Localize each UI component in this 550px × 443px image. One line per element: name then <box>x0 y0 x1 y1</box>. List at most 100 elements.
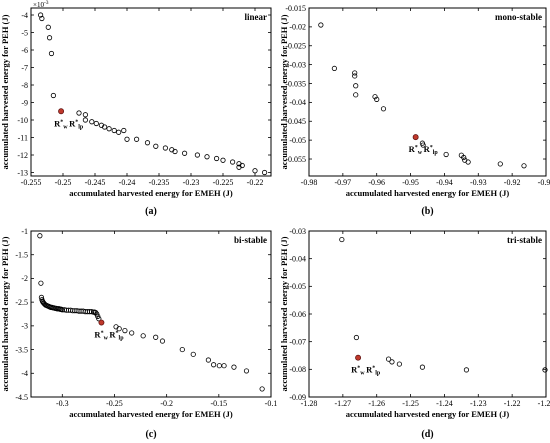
data-point <box>39 15 45 22</box>
x-tick-label: -0.245 <box>85 178 106 187</box>
y-tick-label: -0.05 <box>289 282 306 291</box>
y-tick-label: -1 <box>21 227 28 236</box>
y-tick-label: -4.5 <box>15 393 28 402</box>
y-tick-label: -0.03 <box>289 227 306 236</box>
y-tick-label: -0.07 <box>289 337 306 346</box>
x-tick-label: -1.27 <box>335 399 352 408</box>
data-point <box>94 311 100 317</box>
y-tick-label: -5 <box>21 28 28 37</box>
data-point <box>521 163 527 169</box>
data-point <box>204 154 210 160</box>
data-point <box>179 346 185 353</box>
y-axis-label: accumulated harvested energy for PEH (J) <box>0 236 10 391</box>
y-tick-label: -12 <box>17 151 28 160</box>
y-tick-label: -0.04 <box>289 254 306 263</box>
data-point <box>182 150 188 156</box>
data-point <box>463 367 470 373</box>
plot-frame <box>30 7 272 177</box>
x-tick-label: -0.235 <box>149 178 170 187</box>
data-point <box>243 368 250 374</box>
data-point <box>542 367 548 373</box>
x-tick-label: -0.15 <box>210 399 227 408</box>
data-point <box>162 145 168 151</box>
data-point <box>153 143 159 149</box>
data-point <box>231 364 237 370</box>
x-tick-label: -0.1 <box>265 399 278 408</box>
x-tick-label: -0.22 <box>247 178 264 187</box>
x-tick-label: -0.3 <box>56 399 69 408</box>
data-point <box>50 92 57 99</box>
y-tick-label: -8 <box>21 81 28 90</box>
panel-title: mono-stable <box>495 12 542 22</box>
y-tick-label: -0.09 <box>289 393 306 402</box>
data-point <box>93 120 99 127</box>
data-point <box>124 136 130 142</box>
data-point <box>353 83 359 89</box>
y-tick-label: -13 <box>17 168 28 177</box>
y-multiplier-label: ×10-3 <box>33 0 49 9</box>
y-axis-label: accumulated harvested energy for PEH (J) <box>0 14 10 169</box>
x-tick-label: -0.94 <box>436 178 453 187</box>
highlight-point <box>98 319 105 326</box>
x-tick-label: -0.225 <box>213 178 234 187</box>
x-axis-label: accumulated harvested energy for EMEH (J… <box>69 188 233 198</box>
y-tick-label: -0.02 <box>289 23 306 32</box>
data-point <box>194 152 200 158</box>
chart-panel-1: -0.255 -0.25 -0.245 -0.24 -0.235 -0.23 -0.225 -… <box>0 0 272 217</box>
y-tick-label: -4 <box>21 11 28 20</box>
data-point <box>129 330 135 336</box>
x-tick-label: -1.21 <box>538 399 550 408</box>
y-axis-label: accumulated harvested energy for PEH (J) <box>279 14 289 169</box>
data-point <box>465 159 471 165</box>
data-point <box>37 12 44 18</box>
chart-panel-3: -0.3 -0.25 -0.2 -0.15 -0.1 -1 -1.5 -2 -2.5 -3 -3.5… <box>0 227 277 440</box>
data-point <box>96 316 102 322</box>
data-point <box>216 363 222 369</box>
data-point <box>419 364 426 370</box>
y-tick-label: -3.5 <box>15 345 28 354</box>
x-axis-label: accumulated harvested energy for EMEH (J… <box>346 188 510 198</box>
data-point <box>102 124 108 130</box>
data-point <box>380 106 387 112</box>
panel-label: (b) <box>421 206 433 217</box>
x-tick-label: -0.95 <box>402 178 419 187</box>
data-point <box>461 154 467 161</box>
highlight-point <box>355 354 362 361</box>
y-tick-label: -0.025 <box>285 42 306 51</box>
x-tick-label: -0.2 <box>160 399 173 408</box>
data-point <box>221 363 227 369</box>
data-point <box>116 129 122 135</box>
y-tick-label: -7 <box>21 63 28 72</box>
panel-label: (d) <box>421 429 433 440</box>
data-point <box>38 280 44 286</box>
y-tick-label: -4 <box>21 369 28 378</box>
chart-panel-4: -1.28 -1.27 -1.26 -1.25 -1.24 -1.23 -1.22 -1.21… <box>279 227 550 440</box>
data-point <box>214 155 220 162</box>
data-point <box>353 92 359 98</box>
data-point <box>205 357 211 363</box>
data-point <box>106 126 112 132</box>
data-point <box>352 73 358 79</box>
data-point <box>76 110 82 116</box>
plot-frame <box>308 7 547 177</box>
data-point <box>220 157 226 163</box>
highlight-point <box>58 108 65 115</box>
x-tick-label: -0.98 <box>301 178 318 187</box>
panel-label: (c) <box>145 429 156 440</box>
data-point <box>95 313 101 319</box>
plot-frame <box>30 230 272 398</box>
data-point <box>82 112 89 118</box>
data-point <box>121 127 127 134</box>
data-point <box>339 236 345 243</box>
data-point <box>82 117 89 123</box>
y-tick-label: -0.05 <box>289 136 306 145</box>
data-point <box>443 151 449 158</box>
y-tick-label: -3 <box>21 322 28 331</box>
panel-label: (a) <box>145 206 157 217</box>
data-point <box>420 142 426 148</box>
x-tick-label: -0.93 <box>470 178 487 187</box>
x-tick-label: -0.25 <box>55 178 72 187</box>
x-tick-label: -0.97 <box>335 178 352 187</box>
x-tick-label: -1.28 <box>301 399 318 408</box>
